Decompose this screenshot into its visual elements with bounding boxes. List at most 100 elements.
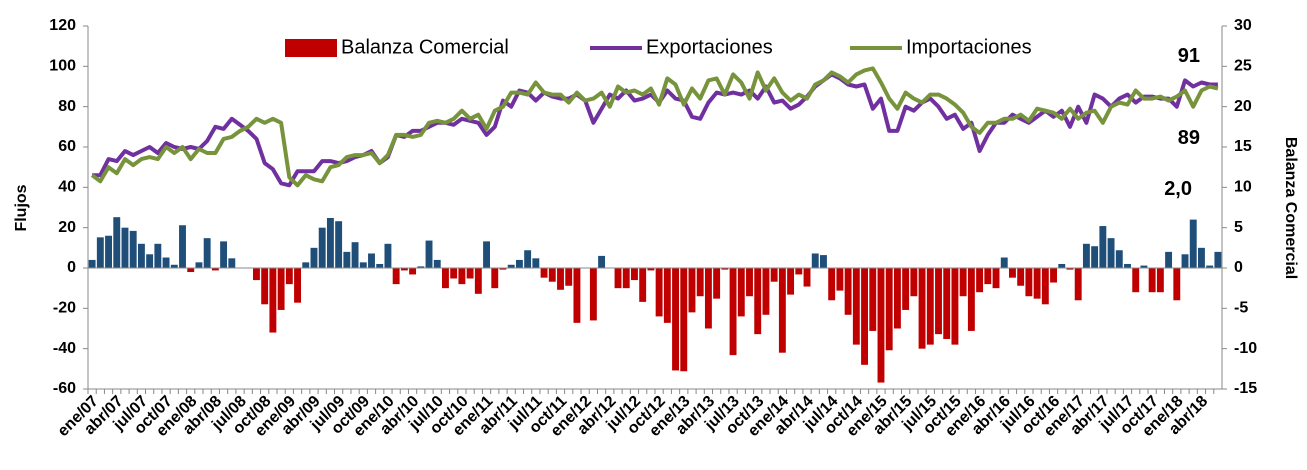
bar bbox=[548, 268, 556, 282]
bar bbox=[820, 255, 827, 268]
bar bbox=[910, 268, 918, 297]
bar bbox=[1066, 268, 1074, 270]
bar bbox=[746, 268, 753, 297]
bar bbox=[589, 268, 597, 321]
bar bbox=[762, 268, 770, 315]
bar bbox=[557, 268, 564, 290]
bar bbox=[203, 238, 211, 268]
bar bbox=[96, 237, 104, 268]
bar bbox=[384, 243, 392, 268]
bar bbox=[1099, 226, 1107, 268]
bar bbox=[195, 262, 203, 268]
bar bbox=[770, 268, 778, 282]
bar bbox=[704, 268, 712, 329]
bar bbox=[376, 263, 384, 268]
bar bbox=[631, 268, 638, 281]
bar bbox=[935, 268, 942, 335]
bar bbox=[828, 268, 836, 301]
y2-tick-label: 0 bbox=[1234, 259, 1243, 276]
annotation: 91 bbox=[1178, 45, 1200, 67]
bar bbox=[836, 268, 844, 291]
legend-label: Importaciones bbox=[906, 36, 1032, 58]
bar bbox=[499, 268, 507, 270]
bar bbox=[1058, 263, 1066, 268]
bar bbox=[1165, 251, 1173, 268]
bar bbox=[647, 268, 655, 271]
bar bbox=[1041, 268, 1049, 305]
legend-swatch bbox=[285, 39, 337, 57]
bar bbox=[253, 268, 260, 281]
y-tick-label: 100 bbox=[49, 58, 76, 75]
bar bbox=[959, 268, 967, 297]
bar bbox=[458, 268, 466, 285]
bar bbox=[598, 255, 606, 268]
bar bbox=[1173, 268, 1181, 301]
annotation: 89 bbox=[1178, 127, 1200, 149]
bar bbox=[343, 251, 351, 268]
y-tick-label: -20 bbox=[53, 300, 76, 317]
bar bbox=[400, 268, 408, 271]
bar bbox=[861, 268, 868, 365]
bar bbox=[680, 268, 688, 372]
bar bbox=[277, 268, 285, 310]
bar bbox=[787, 268, 795, 295]
bar bbox=[721, 268, 729, 270]
bar bbox=[1124, 263, 1131, 268]
y-tick-label: 20 bbox=[58, 219, 76, 236]
y2-tick-label: 10 bbox=[1234, 179, 1252, 196]
bar bbox=[1148, 268, 1156, 293]
bar bbox=[1132, 268, 1140, 293]
bar bbox=[1074, 268, 1082, 301]
bar bbox=[409, 268, 417, 275]
bar bbox=[1050, 268, 1057, 283]
bar bbox=[811, 253, 819, 268]
bar bbox=[902, 268, 910, 310]
bar bbox=[803, 268, 811, 287]
bar bbox=[187, 268, 195, 273]
bar bbox=[614, 268, 622, 289]
y-tick-label: -40 bbox=[53, 340, 76, 357]
y2-tick-label: 15 bbox=[1234, 138, 1252, 155]
bar bbox=[1181, 254, 1189, 268]
y2-tick-label: -5 bbox=[1234, 300, 1248, 317]
y-tick-label: 60 bbox=[58, 138, 76, 155]
bar bbox=[877, 268, 885, 383]
y2-tick-label: -15 bbox=[1234, 380, 1257, 397]
bar bbox=[1140, 265, 1148, 268]
bar bbox=[228, 258, 236, 268]
bar bbox=[105, 235, 112, 268]
bar bbox=[885, 268, 893, 351]
bar bbox=[318, 227, 326, 268]
bar bbox=[1091, 246, 1099, 268]
bar bbox=[179, 225, 186, 268]
bar bbox=[532, 258, 540, 268]
bar bbox=[918, 268, 926, 349]
y2-axis-title: Balanza Comercial bbox=[1282, 137, 1299, 279]
bar bbox=[524, 250, 532, 268]
bar bbox=[713, 268, 721, 299]
legend-label: Exportaciones bbox=[646, 36, 773, 58]
bar bbox=[491, 268, 499, 289]
bar bbox=[1033, 268, 1041, 299]
bar bbox=[88, 259, 96, 268]
line bbox=[90, 66, 1219, 188]
bar bbox=[220, 241, 228, 268]
y-tick-label: 40 bbox=[58, 179, 76, 196]
bar bbox=[368, 253, 375, 268]
bar bbox=[442, 268, 449, 289]
bar bbox=[1000, 257, 1008, 268]
bar bbox=[162, 257, 170, 268]
bar bbox=[844, 268, 852, 315]
bar bbox=[565, 268, 573, 286]
y2-tick-label: 30 bbox=[1234, 17, 1252, 34]
bar bbox=[137, 243, 145, 268]
y-tick-label: 120 bbox=[49, 17, 76, 34]
y2-tick-label: 20 bbox=[1234, 98, 1252, 115]
bar bbox=[943, 268, 951, 339]
bar bbox=[1082, 243, 1090, 268]
bar bbox=[433, 259, 441, 268]
bar bbox=[515, 259, 523, 268]
bar bbox=[1115, 250, 1123, 268]
bar bbox=[729, 268, 737, 356]
